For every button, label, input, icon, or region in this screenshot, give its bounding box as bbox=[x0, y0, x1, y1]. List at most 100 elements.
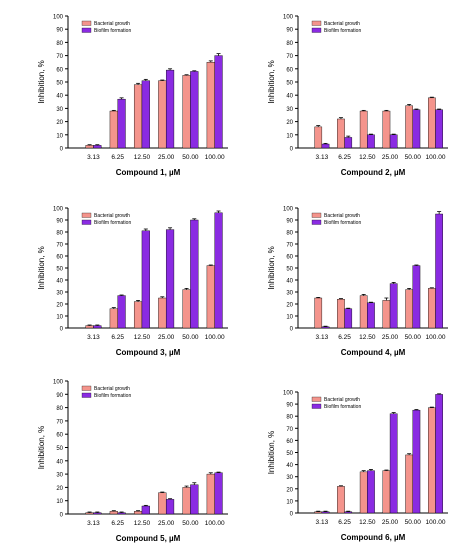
x-tick-label: 12.50 bbox=[359, 154, 376, 161]
x-axis-label: Compound 5, µM bbox=[116, 534, 181, 543]
legend-swatch bbox=[81, 385, 92, 391]
bar-biofilm-formation bbox=[389, 413, 398, 514]
legend-swatch bbox=[81, 27, 92, 33]
y-tick-label: 50 bbox=[286, 267, 293, 273]
x-tick-label: 6.25 bbox=[111, 154, 124, 161]
bar-biofilm-formation bbox=[321, 511, 330, 514]
x-tick-label: 50.00 bbox=[405, 519, 422, 526]
x-tick-label: 6.25 bbox=[338, 334, 351, 341]
bar-bacterial-growth bbox=[85, 512, 94, 515]
x-tick-label: 3.13 bbox=[87, 334, 100, 341]
y-tick-label: 60 bbox=[56, 255, 63, 261]
bar-biofilm-formation bbox=[165, 229, 175, 329]
bar-bacterial-growth bbox=[158, 80, 167, 149]
y-tick-label: 40 bbox=[286, 279, 293, 285]
y-tick-label: 80 bbox=[56, 406, 63, 412]
legend-label: Bacterial growth bbox=[94, 213, 130, 219]
y-tick-label: 90 bbox=[56, 393, 63, 399]
x-axis-label: Compound 6, µM bbox=[341, 533, 406, 542]
y-tick-label: 60 bbox=[286, 67, 293, 73]
bar-biofilm-formation bbox=[435, 213, 443, 329]
legend-label: Biofilm formation bbox=[324, 220, 361, 226]
bar-biofilm-formation bbox=[389, 283, 398, 329]
legend-swatch bbox=[81, 20, 92, 26]
legend-label: Biofilm formation bbox=[94, 220, 131, 226]
bar-bacterial-growth bbox=[206, 265, 215, 329]
x-tick-label: 50.00 bbox=[182, 334, 199, 341]
x-tick-label: 12.50 bbox=[359, 519, 376, 526]
y-axis-label: Inhibition, % bbox=[267, 246, 276, 290]
bar-biofilm-formation bbox=[214, 472, 223, 515]
bar-biofilm-formation bbox=[141, 505, 150, 515]
bar-biofilm-formation bbox=[321, 326, 330, 329]
legend-label: Bacterial growth bbox=[324, 213, 360, 219]
bar-bacterial-growth bbox=[314, 126, 323, 149]
x-axis-label: Compound 3, µM bbox=[116, 348, 181, 357]
bar-bacterial-growth bbox=[182, 487, 191, 515]
bar-biofilm-formation bbox=[412, 265, 421, 329]
x-tick-label: 6.25 bbox=[111, 520, 124, 527]
y-tick-label: 80 bbox=[286, 415, 293, 421]
y-tick-label: 0 bbox=[290, 327, 294, 333]
x-tick-label: 6.25 bbox=[338, 154, 351, 161]
x-tick-label: 12.50 bbox=[134, 334, 151, 341]
legend-swatch bbox=[81, 212, 92, 218]
y-tick-label: 10 bbox=[286, 133, 293, 139]
bar-bacterial-growth bbox=[428, 288, 436, 329]
legend-label: Bacterial growth bbox=[324, 21, 360, 27]
legend-swatch bbox=[311, 212, 322, 218]
y-tick-label: 70 bbox=[286, 54, 293, 60]
bar-biofilm-formation bbox=[93, 145, 102, 149]
y-tick-label: 90 bbox=[286, 28, 293, 34]
y-tick-label: 10 bbox=[286, 315, 293, 321]
legend-swatch bbox=[311, 20, 322, 26]
bar-bacterial-growth bbox=[405, 105, 413, 149]
bar-bacterial-growth bbox=[337, 118, 345, 149]
y-tick-label: 40 bbox=[56, 459, 63, 465]
y-tick-label: 90 bbox=[56, 219, 63, 225]
y-tick-label: 0 bbox=[60, 513, 64, 519]
x-tick-label: 100.00 bbox=[426, 154, 446, 161]
y-tick-label: 80 bbox=[286, 231, 293, 237]
bar-bacterial-growth bbox=[182, 289, 191, 329]
x-tick-label: 3.13 bbox=[316, 334, 329, 341]
y-tick-label: 10 bbox=[56, 315, 63, 321]
legend-label: Bacterial growth bbox=[94, 21, 130, 27]
bar-bacterial-growth bbox=[158, 297, 167, 329]
y-tick-label: 50 bbox=[56, 446, 63, 452]
chart-panel-1: 0 10 20 30 40 50 60 70 80 90 100 Inhibition, % 3.13 6… bbox=[37, 15, 228, 177]
bar-biofilm-formation bbox=[344, 308, 353, 329]
x-tick-label: 50.00 bbox=[182, 520, 199, 527]
y-tick-label: 60 bbox=[286, 439, 293, 445]
x-tick-label: 25.00 bbox=[382, 154, 399, 161]
x-tick-label: 25.00 bbox=[382, 334, 399, 341]
bar-biofilm-formation bbox=[435, 394, 443, 514]
bar-bacterial-growth bbox=[314, 511, 323, 514]
bar-bacterial-growth bbox=[382, 110, 391, 149]
bar-biofilm-formation bbox=[214, 212, 223, 329]
chart-panel-6: 0 10 20 30 40 50 60 70 80 90 100 Inhibition, % 3.13 6… bbox=[267, 391, 448, 542]
bar-bacterial-growth bbox=[109, 308, 118, 329]
y-tick-label: 40 bbox=[56, 94, 63, 100]
bar-bacterial-growth bbox=[337, 299, 345, 329]
y-tick-label: 90 bbox=[56, 28, 63, 34]
bar-biofilm-formation bbox=[141, 80, 150, 149]
bar-biofilm-formation bbox=[367, 134, 375, 149]
y-tick-label: 20 bbox=[286, 120, 293, 126]
y-tick-label: 0 bbox=[60, 327, 64, 333]
y-tick-label: 50 bbox=[286, 451, 293, 457]
legend-label: Biofilm formation bbox=[324, 28, 361, 34]
x-tick-label: 6.25 bbox=[111, 334, 124, 341]
bar-bacterial-growth bbox=[314, 297, 323, 329]
x-tick-label: 12.50 bbox=[359, 334, 376, 341]
x-tick-label: 25.00 bbox=[158, 154, 175, 161]
y-tick-label: 100 bbox=[53, 15, 64, 21]
bar-biofilm-formation bbox=[214, 55, 223, 149]
legend-label: Bacterial growth bbox=[324, 397, 360, 403]
bar-bacterial-growth bbox=[109, 110, 118, 149]
